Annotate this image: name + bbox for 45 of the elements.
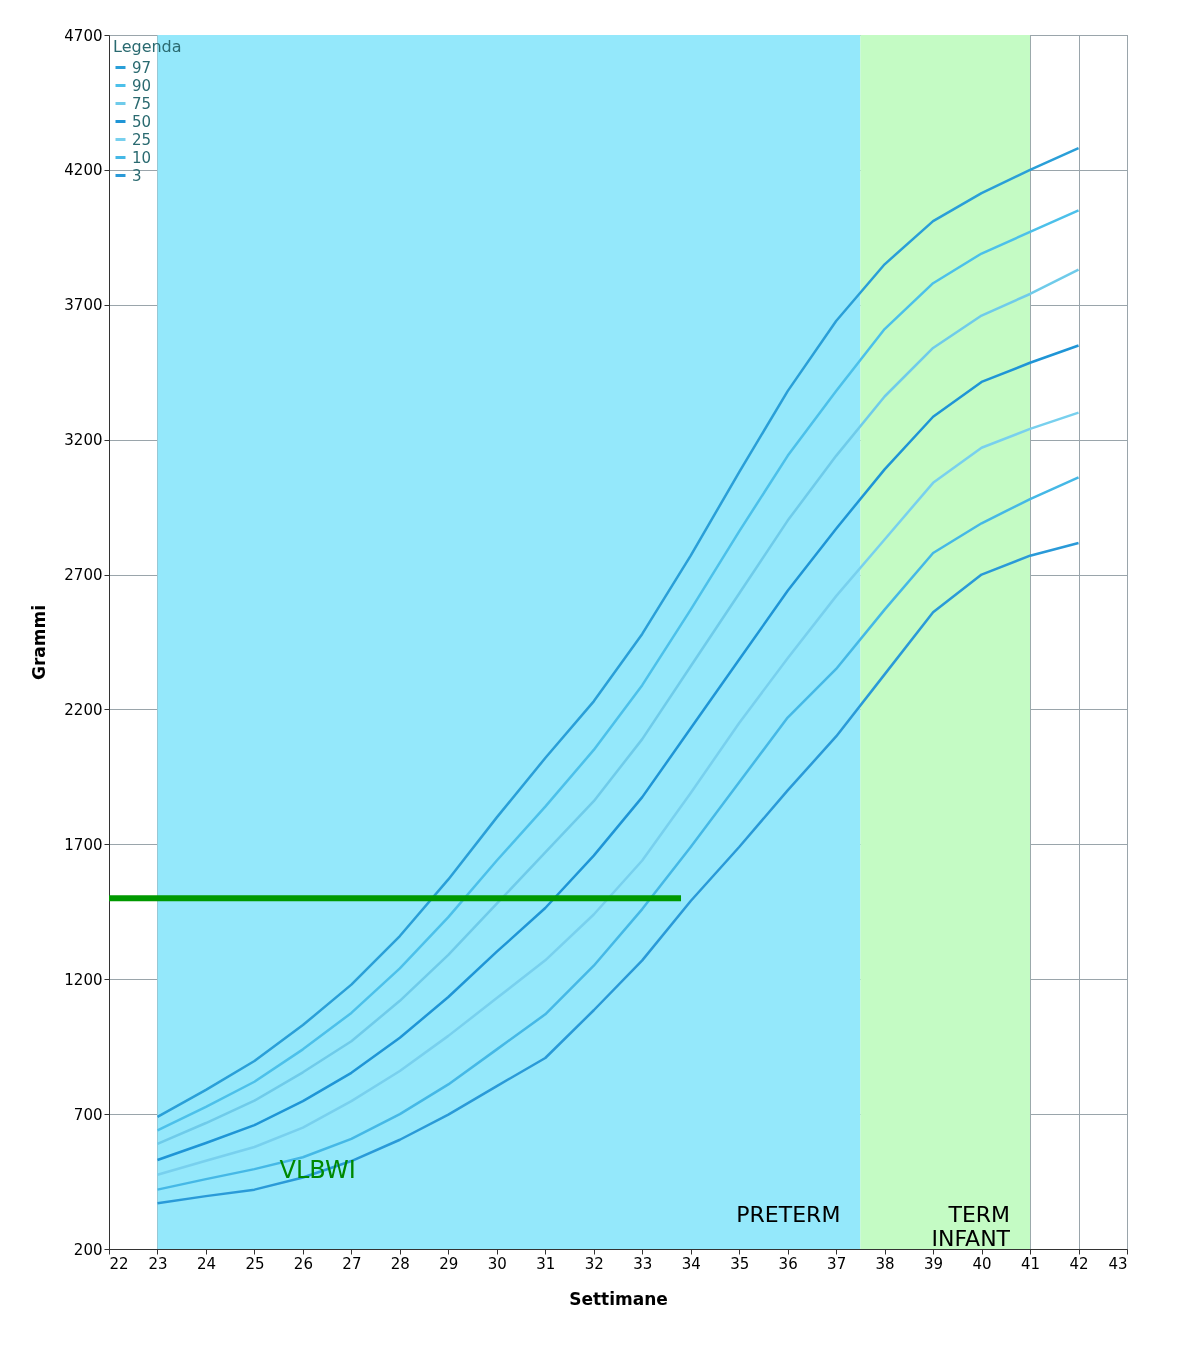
y-tick-label: 2200 <box>64 700 103 719</box>
x-tick-label: 23 <box>148 1254 168 1273</box>
y-tick-label: 3200 <box>64 431 103 450</box>
y-axis-title: Grammi <box>29 604 50 681</box>
x-tick-label: 31 <box>536 1254 556 1273</box>
x-axis-title: Settimane <box>569 1288 668 1309</box>
y-tick-label: 4200 <box>64 161 103 180</box>
y-tick-label: 1200 <box>64 970 103 989</box>
y-tick-label: 4700 <box>64 26 103 45</box>
x-tick-label: 28 <box>390 1254 410 1273</box>
x-tick-label: 26 <box>293 1254 313 1273</box>
x-tick-label: 42 <box>1069 1254 1089 1273</box>
legend-label: 97 <box>132 58 152 77</box>
x-tick-label: 32 <box>584 1254 604 1273</box>
legend-label: 10 <box>132 148 152 167</box>
legend-label: 25 <box>132 130 152 149</box>
annotation: VLBWI <box>279 1156 356 1184</box>
x-tick-label: 24 <box>196 1254 216 1273</box>
x-tick-label: 36 <box>778 1254 798 1273</box>
x-tick-label: 22 <box>109 1254 129 1273</box>
x-tick-label: 27 <box>342 1254 362 1273</box>
x-tick-label: 41 <box>1021 1254 1041 1273</box>
legend-label: 90 <box>132 76 152 95</box>
x-tick-label: 37 <box>827 1254 847 1273</box>
band-label: TERM INFANT <box>931 1202 1011 1251</box>
y-tick-label: 700 <box>73 1105 103 1124</box>
x-tick-label: 38 <box>875 1254 895 1273</box>
x-tick-label: 29 <box>439 1254 459 1273</box>
x-tick-label: 25 <box>245 1254 265 1273</box>
x-tick-label: 39 <box>924 1254 944 1273</box>
legend-label: 75 <box>132 94 152 113</box>
y-tick-label: 200 <box>73 1240 103 1259</box>
legend-title: Legenda <box>113 37 182 56</box>
x-tick-label: 34 <box>681 1254 701 1273</box>
legend-label: 50 <box>132 112 152 131</box>
y-tick-label: 2700 <box>64 566 103 585</box>
x-tick-label: 33 <box>633 1254 653 1273</box>
y-tick-label: 1700 <box>64 835 103 854</box>
legend-label: 3 <box>132 166 142 185</box>
band-label: PRETERM <box>736 1202 841 1227</box>
x-tick-label: 30 <box>487 1254 507 1273</box>
y-tick-label: 3700 <box>64 296 103 315</box>
x-tick-label: 35 <box>730 1254 750 1273</box>
x-tick-label: 40 <box>972 1254 992 1273</box>
x-tick-label: 43 <box>1108 1254 1128 1273</box>
